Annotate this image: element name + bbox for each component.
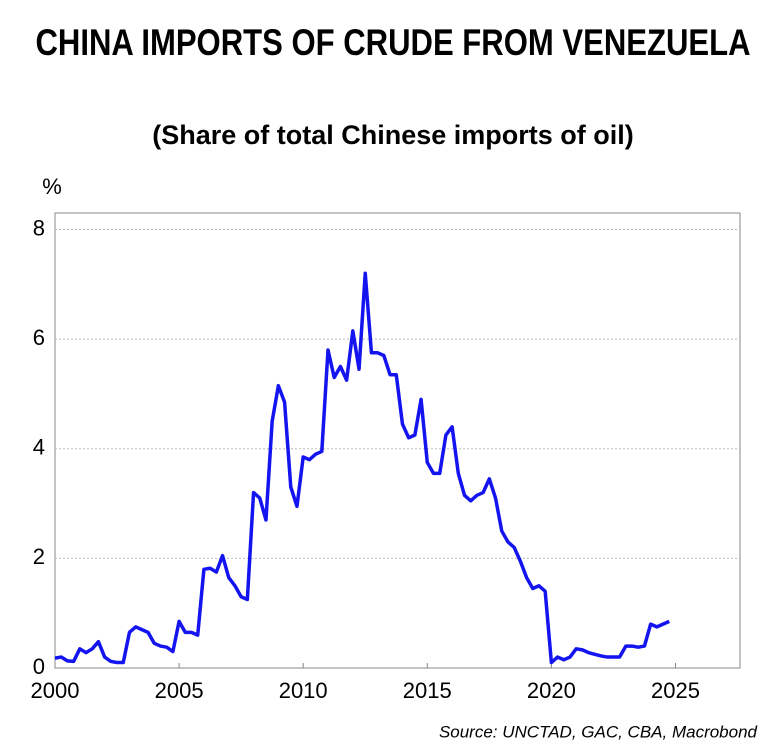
data-line <box>54 271 670 665</box>
y-tick-label: 2 <box>33 544 45 569</box>
x-tick-label: 2015 <box>403 678 452 703</box>
y-tick-label: 4 <box>33 435 45 460</box>
x-tick-label: 2025 <box>651 678 700 703</box>
y-tick-label: 8 <box>33 215 45 240</box>
chart-title: CHINA IMPORTS OF CRUDE FROM VENEZUELA <box>36 22 751 63</box>
chart-subtitle: (Share of total Chinese imports of oil) <box>152 120 634 150</box>
x-tick-label: 2010 <box>279 678 328 703</box>
x-tick-label: 2000 <box>31 678 80 703</box>
y-tick-label: 0 <box>33 654 45 679</box>
plot-frame <box>54 212 741 669</box>
x-tick-label: 2005 <box>155 678 204 703</box>
source-note: Source: UNCTAD, GAC, CBA, Macrobond <box>439 722 758 741</box>
x-tick-label: 2020 <box>527 678 576 703</box>
y-axis-label: % <box>42 174 62 199</box>
y-tick-label: 6 <box>33 325 45 350</box>
